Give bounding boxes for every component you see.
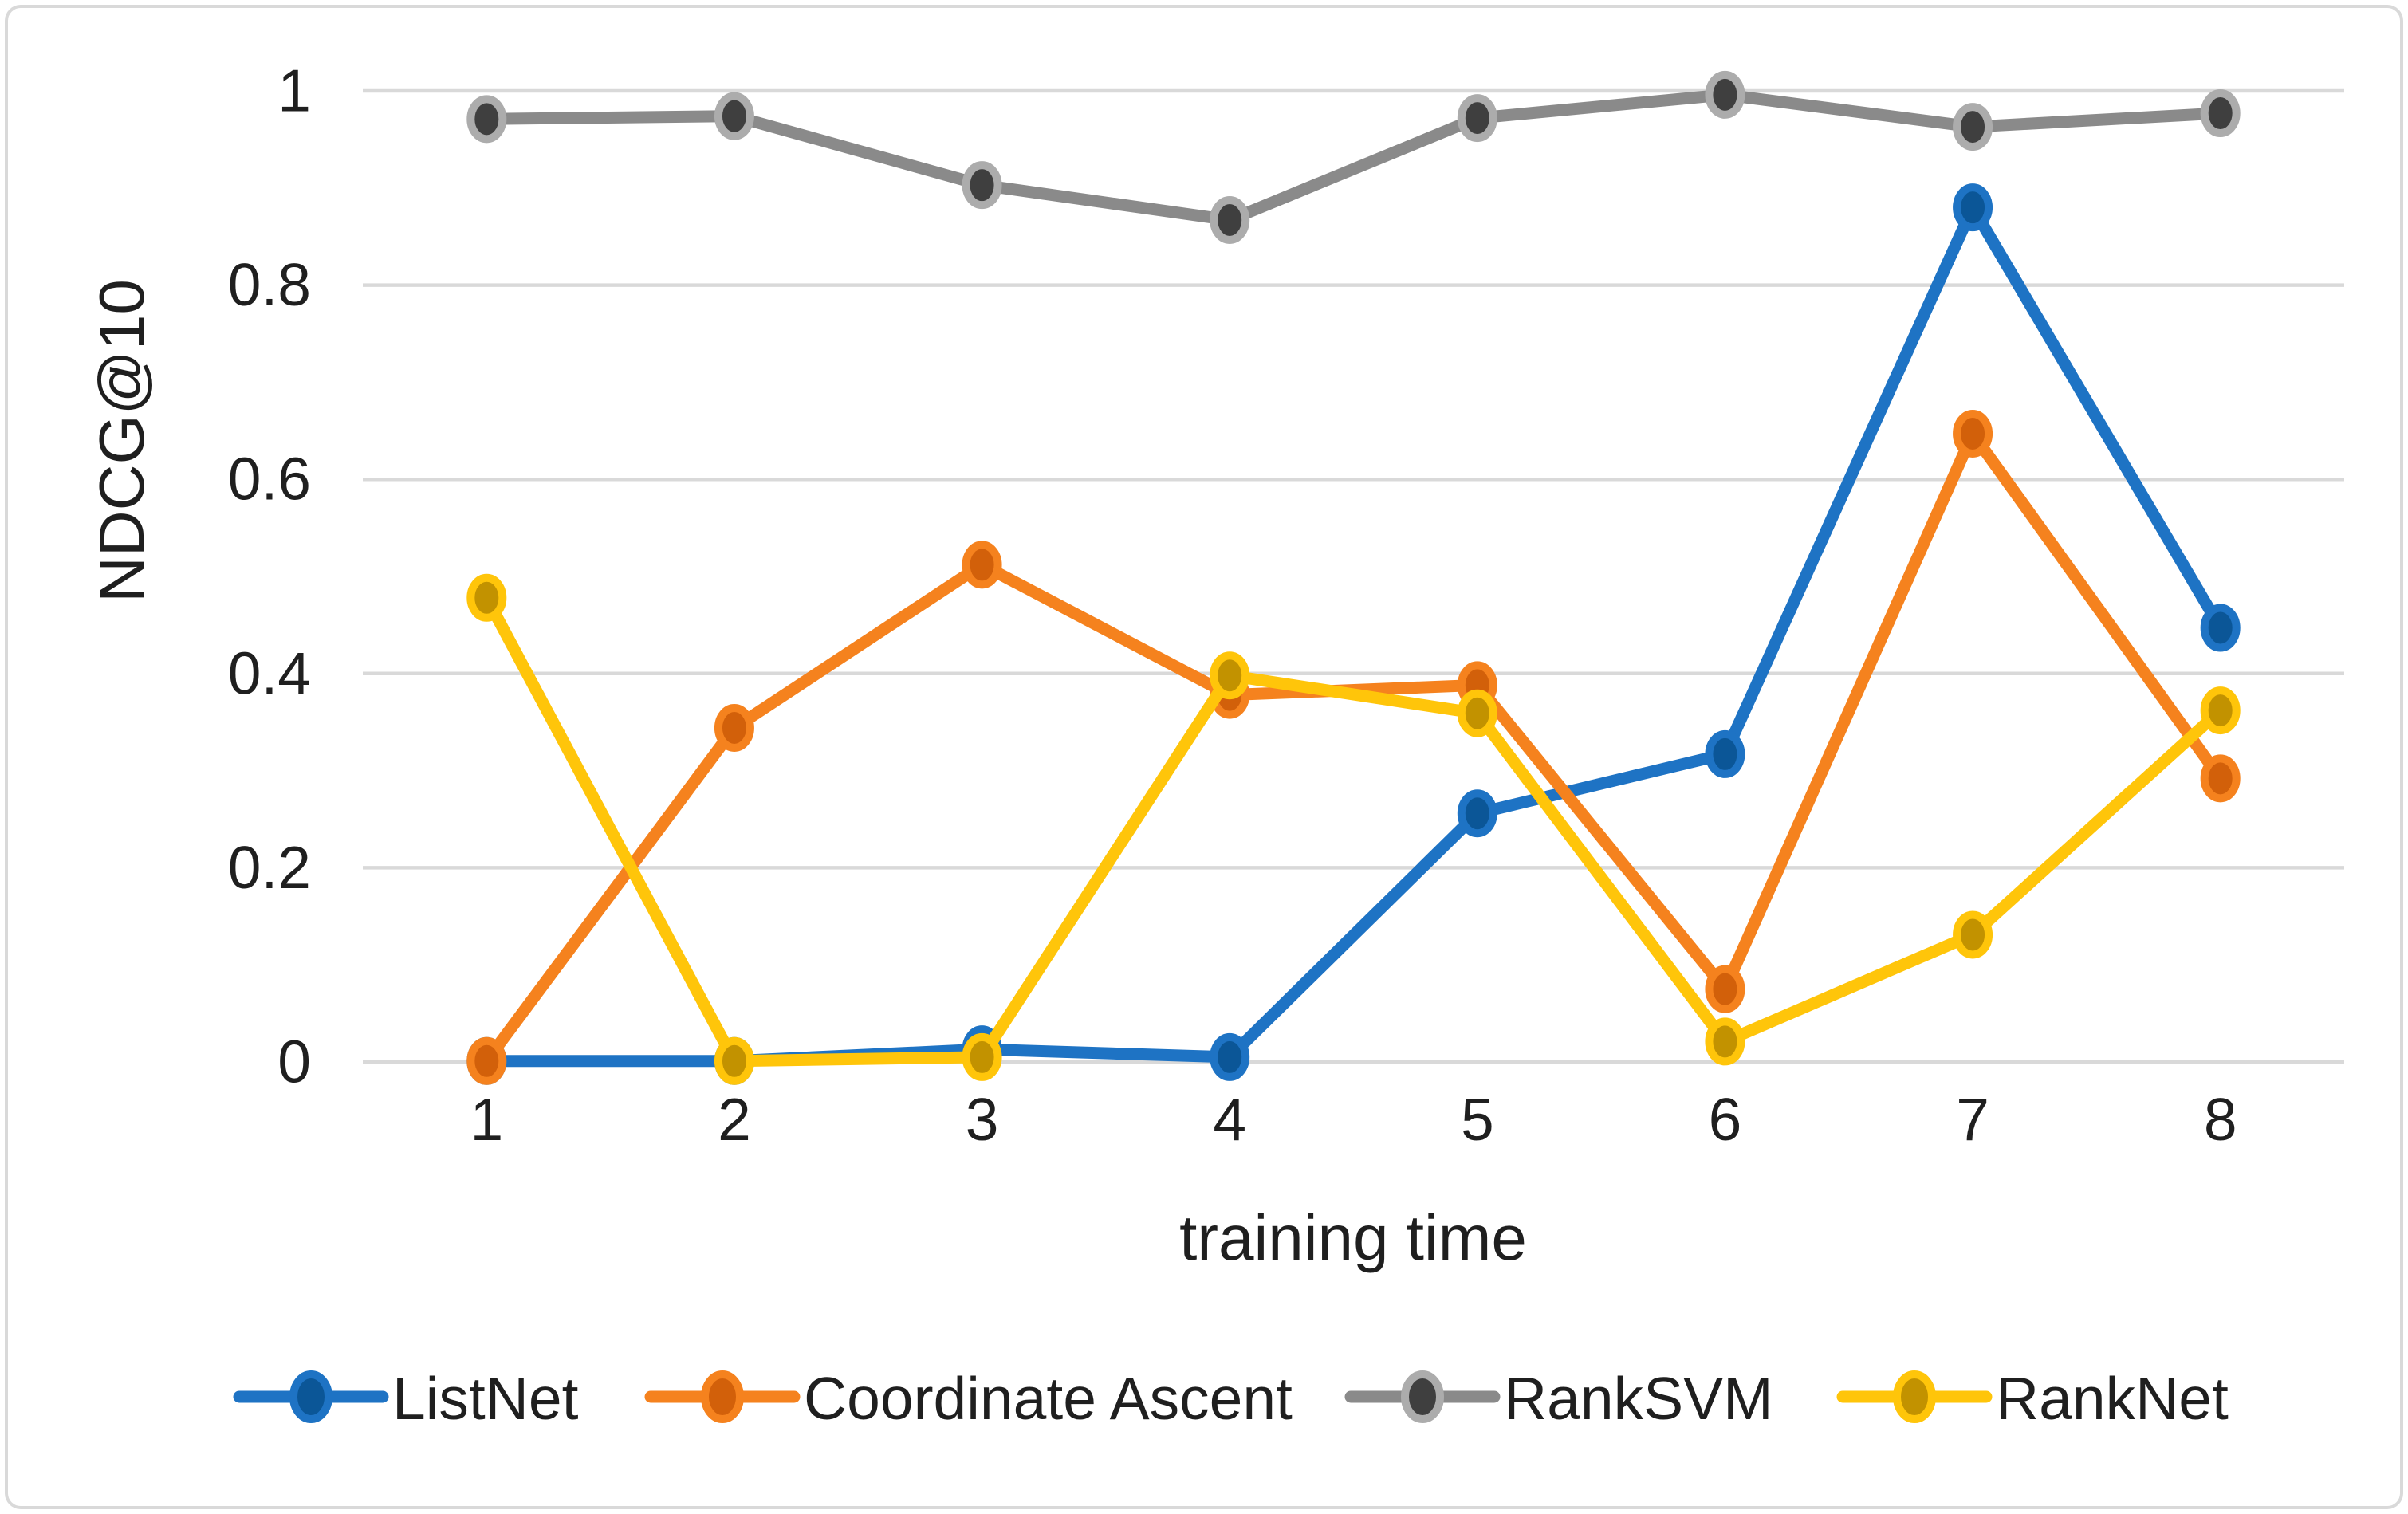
- x-tick-label: 8: [2204, 1086, 2237, 1153]
- data-point-ranksvm-x1: [466, 95, 507, 144]
- data-point-ranksvm-x6: [1705, 70, 1745, 119]
- x-tick-label: 1: [470, 1086, 503, 1153]
- x-tick-label: 4: [1213, 1086, 1246, 1153]
- data-point-ranksvm-x7: [1953, 103, 1993, 151]
- legend-swatch-marker-coordinate-ascent: [701, 1370, 744, 1423]
- y-tick-label: 0.8: [228, 251, 311, 318]
- data-point-ranknet-x3: [962, 1032, 1002, 1081]
- x-tick-label: 3: [966, 1086, 999, 1153]
- data-point-listnet-x4: [1210, 1032, 1250, 1081]
- data-point-ranknet-x2: [714, 1036, 754, 1085]
- data-point-ranknet-x5: [1457, 689, 1497, 737]
- data-point-coordinate-ascent-x6: [1705, 965, 1745, 1013]
- data-point-ranknet-x8: [2200, 686, 2241, 735]
- data-point-coordinate-ascent-x1: [466, 1036, 507, 1085]
- data-point-coordinate-ascent-x2: [714, 704, 754, 753]
- series-line-ranksvm: [480, 88, 2227, 226]
- x-tick-label: 7: [1956, 1086, 1989, 1153]
- data-point-ranksvm-x4: [1210, 195, 1250, 244]
- legend-swatch-marker-ranksvm: [1401, 1370, 1444, 1423]
- y-tick-label: 1: [277, 57, 311, 124]
- x-tick-label: 5: [1461, 1086, 1494, 1153]
- series-line-ranknet: [480, 592, 2227, 1068]
- y-tick-label: 0.6: [228, 446, 311, 513]
- y-tick-label: 0.2: [228, 834, 311, 901]
- legend-label-ranknet: RankNet: [1996, 1365, 2229, 1432]
- data-point-ranksvm-x5: [1457, 94, 1497, 143]
- chart-border: [5, 5, 2403, 1509]
- legend-label-listnet: ListNet: [392, 1365, 579, 1432]
- data-point-listnet-x6: [1705, 729, 1745, 778]
- y-tick-label: 0.4: [228, 639, 311, 706]
- data-point-coordinate-ascent-x7: [1953, 409, 1993, 458]
- data-point-coordinate-ascent-x3: [962, 541, 1002, 589]
- data-point-ranknet-x7: [1953, 910, 1993, 959]
- data-point-listnet-x7: [1953, 183, 1993, 232]
- legend-label-coordinate-ascent: Coordinate Ascent: [804, 1365, 1293, 1432]
- data-point-ranknet-x4: [1210, 651, 1250, 700]
- y-tick-label: 0: [277, 1028, 311, 1095]
- data-point-ranksvm-x2: [714, 92, 754, 140]
- data-point-ranksvm-x3: [962, 161, 1002, 210]
- legend-swatch-marker-listnet: [289, 1370, 332, 1423]
- x-axis-title: training time: [1179, 1202, 1527, 1273]
- data-point-coordinate-ascent-x8: [2200, 754, 2241, 803]
- x-tick-label: 6: [1709, 1086, 1742, 1153]
- data-point-ranksvm-x8: [2200, 89, 2241, 138]
- legend-label-ranksvm: RankSVM: [1504, 1365, 1773, 1432]
- data-point-ranknet-x6: [1705, 1017, 1745, 1066]
- data-point-listnet-x5: [1457, 789, 1497, 838]
- x-tick-label: 2: [718, 1086, 751, 1153]
- data-point-listnet-x8: [2200, 604, 2241, 652]
- legend-swatch-marker-ranknet: [1893, 1370, 1936, 1423]
- data-point-ranknet-x1: [466, 573, 507, 622]
- y-axis-title: NDCG@10: [86, 279, 157, 603]
